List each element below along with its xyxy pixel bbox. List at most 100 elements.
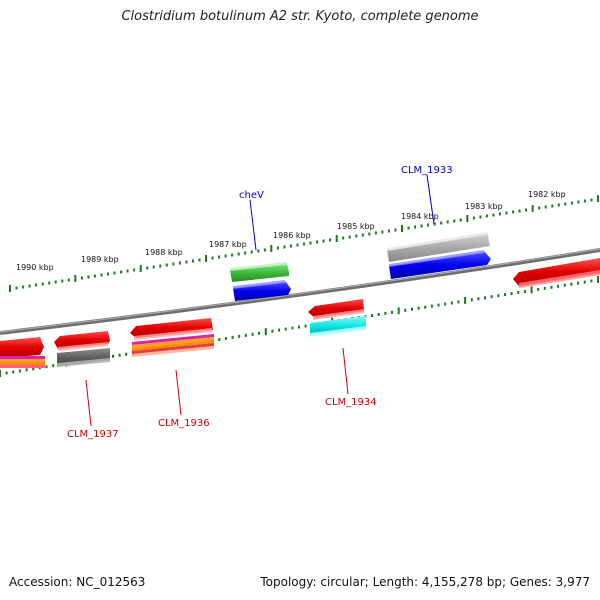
minor-tick bbox=[342, 236, 345, 240]
outer-scale-ticks bbox=[9, 195, 599, 292]
minor-tick bbox=[211, 256, 214, 260]
minor-tick bbox=[329, 238, 332, 242]
minor-tick bbox=[263, 248, 266, 252]
minor-tick bbox=[80, 276, 83, 280]
major-tick bbox=[530, 286, 533, 294]
genome-backbone bbox=[0, 248, 600, 335]
leader-chev bbox=[249, 199, 257, 251]
minor-tick bbox=[237, 252, 240, 256]
gene-clm-1937[interactable] bbox=[54, 331, 110, 351]
minor-tick bbox=[244, 333, 247, 337]
minor-tick bbox=[28, 284, 31, 288]
minor-tick bbox=[224, 337, 227, 340]
minor-tick bbox=[499, 212, 501, 216]
minor-tick bbox=[411, 307, 413, 311]
minor-tick bbox=[152, 265, 155, 269]
minor-tick bbox=[172, 262, 175, 266]
minor-tick bbox=[191, 259, 194, 263]
minor-tick bbox=[444, 302, 447, 306]
minor-tick bbox=[457, 300, 460, 304]
minor-tick bbox=[387, 229, 390, 233]
minor-tick bbox=[490, 295, 493, 299]
minor-tick bbox=[67, 278, 70, 282]
topology-text: Topology: circular; Length: 4,155,278 bp… bbox=[260, 575, 590, 589]
minor-tick bbox=[544, 205, 547, 209]
minor-tick bbox=[485, 214, 488, 218]
minor-tick bbox=[224, 254, 227, 258]
gene-label-clm-1933[interactable]: CLM_1933 bbox=[401, 165, 453, 176]
minor-tick bbox=[538, 206, 541, 210]
minor-tick bbox=[18, 369, 21, 373]
minor-tick bbox=[309, 241, 312, 245]
gene-clm-1933[interactable] bbox=[387, 232, 490, 262]
minor-tick bbox=[446, 220, 449, 224]
minor-tick bbox=[381, 230, 384, 234]
gene-clm-1937-cds[interactable] bbox=[57, 348, 110, 367]
minor-tick bbox=[244, 251, 247, 255]
minor-tick bbox=[52, 364, 55, 368]
major-tick bbox=[205, 255, 207, 262]
minor-tick bbox=[113, 271, 116, 275]
gene-edge-left[interactable] bbox=[0, 337, 45, 368]
minor-tick bbox=[459, 218, 462, 222]
minor-tick bbox=[118, 353, 121, 357]
minor-tick bbox=[296, 243, 299, 247]
minor-tick bbox=[517, 291, 520, 294]
minor-tick bbox=[450, 301, 453, 305]
gene-clm-1934-cds[interactable] bbox=[310, 316, 366, 337]
gene-label-chev[interactable]: cheV bbox=[239, 190, 264, 201]
kbp-label: 1990 kbp bbox=[16, 263, 54, 272]
minor-tick bbox=[420, 224, 423, 228]
minor-tick bbox=[218, 338, 221, 341]
minor-tick bbox=[41, 282, 44, 286]
minor-tick bbox=[278, 328, 281, 332]
gene-edge-right[interactable] bbox=[513, 258, 600, 288]
minor-tick bbox=[417, 306, 420, 310]
minor-tick bbox=[258, 331, 261, 335]
minor-tick bbox=[551, 204, 554, 208]
minor-tick bbox=[557, 203, 560, 207]
minor-tick bbox=[61, 279, 64, 283]
minor-tick bbox=[298, 325, 300, 329]
gene-label-clm-1936[interactable]: CLM_1936 bbox=[158, 418, 210, 429]
minor-tick bbox=[414, 225, 417, 229]
major-tick bbox=[466, 215, 469, 222]
gene-clm-1933-cds[interactable] bbox=[389, 250, 491, 279]
minor-tick bbox=[5, 371, 8, 375]
minor-tick bbox=[355, 234, 358, 238]
major-tick bbox=[139, 265, 142, 272]
minor-tick bbox=[25, 368, 28, 372]
gene-label-clm-1937[interactable]: CLM_1937 bbox=[67, 429, 119, 440]
minor-tick bbox=[564, 202, 567, 206]
minor-tick bbox=[348, 235, 351, 239]
gene-chev[interactable] bbox=[230, 262, 289, 282]
minor-tick bbox=[543, 286, 546, 290]
minor-tick bbox=[433, 222, 436, 226]
minor-tick bbox=[146, 266, 149, 270]
minor-tick bbox=[165, 263, 168, 267]
minor-tick bbox=[394, 228, 397, 232]
minor-tick bbox=[289, 244, 292, 248]
map-title: Clostridium botulinum A2 str. Kyoto, com… bbox=[121, 9, 479, 24]
leader-clm-1937 bbox=[85, 379, 92, 427]
kbp-label: 1989 kbp bbox=[81, 255, 119, 264]
minor-tick bbox=[477, 297, 480, 301]
minor-tick bbox=[361, 233, 364, 237]
gene-chev-cds[interactable] bbox=[233, 280, 291, 301]
minor-tick bbox=[231, 253, 234, 257]
minor-tick bbox=[550, 285, 553, 289]
gene-label-clm-1934[interactable]: CLM_1934 bbox=[325, 397, 377, 408]
major-tick bbox=[270, 245, 273, 252]
gene-clm-1936[interactable] bbox=[130, 318, 214, 357]
gene-clm-1934[interactable] bbox=[308, 299, 364, 320]
major-tick bbox=[335, 235, 338, 242]
minor-tick bbox=[407, 226, 410, 230]
minor-tick bbox=[590, 198, 593, 202]
major-tick bbox=[401, 225, 403, 232]
minor-tick bbox=[537, 287, 540, 291]
leader-clm-1933 bbox=[426, 174, 435, 225]
minor-tick bbox=[470, 298, 473, 302]
leader-clm-1934 bbox=[342, 347, 349, 395]
major-tick bbox=[74, 275, 77, 282]
minor-tick bbox=[22, 285, 25, 289]
